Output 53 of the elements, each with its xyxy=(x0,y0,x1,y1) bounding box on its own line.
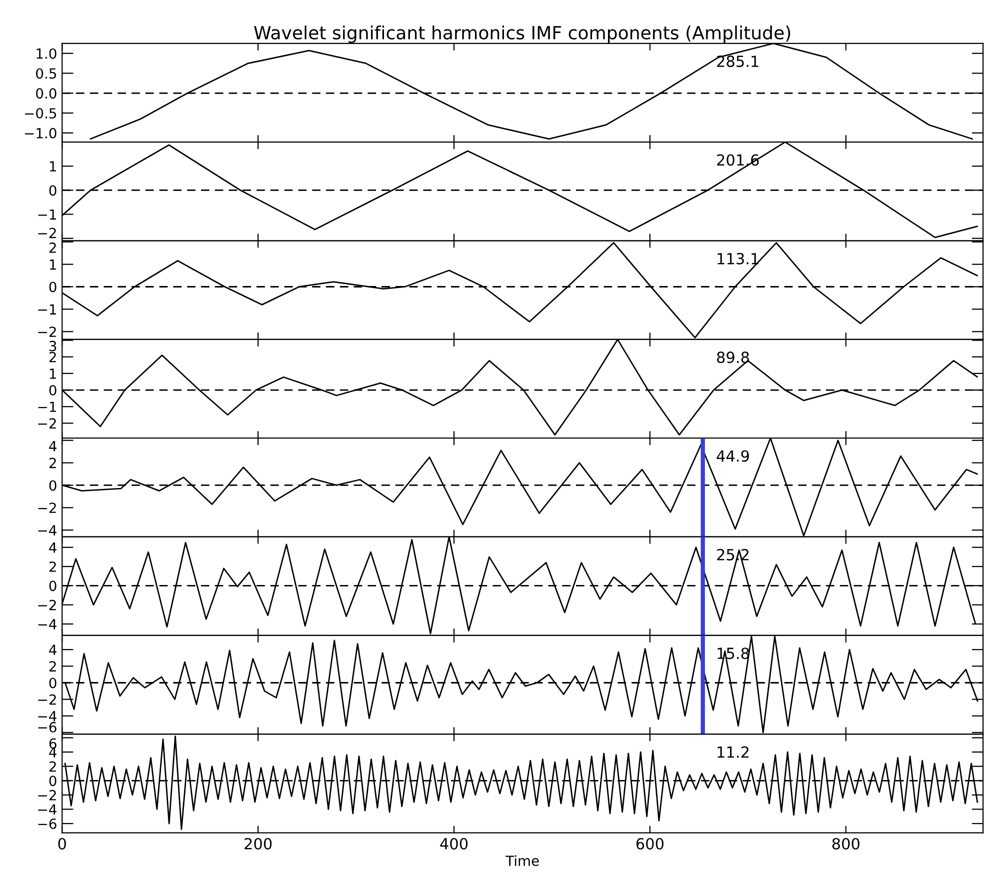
y-tick-label: −2 xyxy=(38,228,56,238)
x-axis-title: Time xyxy=(506,855,539,866)
y-tick-label: −2 xyxy=(38,502,56,513)
annotation: 11.2 xyxy=(718,746,748,758)
y-tick-label: 2 xyxy=(49,458,56,468)
y-tick-label: −1.0 xyxy=(25,128,56,138)
y-tick-label: −2 xyxy=(38,600,56,610)
y-tick-label: −2 xyxy=(38,326,56,337)
annotation: 113.1 xyxy=(718,252,758,264)
y-tick-label: −2 xyxy=(38,790,56,800)
y-tick-label: −2 xyxy=(38,694,56,705)
x-tick-label: 800 xyxy=(832,838,860,850)
annotation: 44.9 xyxy=(716,450,749,462)
y-tick-label: 2 xyxy=(49,352,56,362)
y-tick-label: 1 xyxy=(50,368,56,379)
y-tick-label: −1 xyxy=(38,304,56,314)
y-tick-label: 1.0 xyxy=(36,48,56,59)
y-tick-label: 4 xyxy=(49,441,56,452)
y-tick-label: −4 xyxy=(38,711,56,722)
y-tick-label: 0 xyxy=(49,776,56,786)
x-tick-label: 400 xyxy=(440,838,468,850)
y-tick-label: −1 xyxy=(38,209,56,220)
y-tick-label: 0 xyxy=(49,480,56,491)
y-tick-label: 1 xyxy=(50,259,56,270)
y-tick-label: 4 xyxy=(49,542,56,553)
y-tick-label: −2 xyxy=(38,418,56,428)
x-tick-label: 0 xyxy=(58,838,66,850)
y-tick-label: 0 xyxy=(49,185,56,196)
y-tick-label: 0 xyxy=(49,282,56,292)
x-tick-label: 600 xyxy=(636,838,664,850)
y-tick-label: −4 xyxy=(38,619,56,630)
y-tick-label: −1 xyxy=(38,402,56,412)
y-tick-label: −4 xyxy=(38,525,56,536)
y-tick-label: 0 xyxy=(49,385,56,396)
y-tick-label: 4 xyxy=(49,644,56,655)
y-tick-label: 1 xyxy=(50,161,56,172)
y-tick-label: 0 xyxy=(49,580,56,592)
y-tick-label: 2 xyxy=(49,761,56,772)
y-tick-label: 0 xyxy=(49,678,56,688)
y-tick-label: 2 xyxy=(49,661,56,672)
y-tick-label: 0.0 xyxy=(36,88,56,99)
x-tick-label: 200 xyxy=(244,838,272,850)
y-tick-label: −4 xyxy=(38,804,56,815)
annotation: 285.1 xyxy=(717,56,758,68)
chart-title: Wavelet significant harmonics IMF components (Amplitude) xyxy=(254,26,790,43)
y-tick-label: 3 xyxy=(49,340,56,352)
y-tick-label: 2 xyxy=(49,561,56,572)
y-tick-label: −6 xyxy=(38,722,56,732)
y-tick-label: −6 xyxy=(38,818,56,830)
y-tick-label: 2 xyxy=(49,242,56,253)
annotation: 89.8 xyxy=(717,352,749,364)
y-tick-label: 0.5 xyxy=(36,68,56,79)
y-tick-label: −0.5 xyxy=(25,108,56,119)
